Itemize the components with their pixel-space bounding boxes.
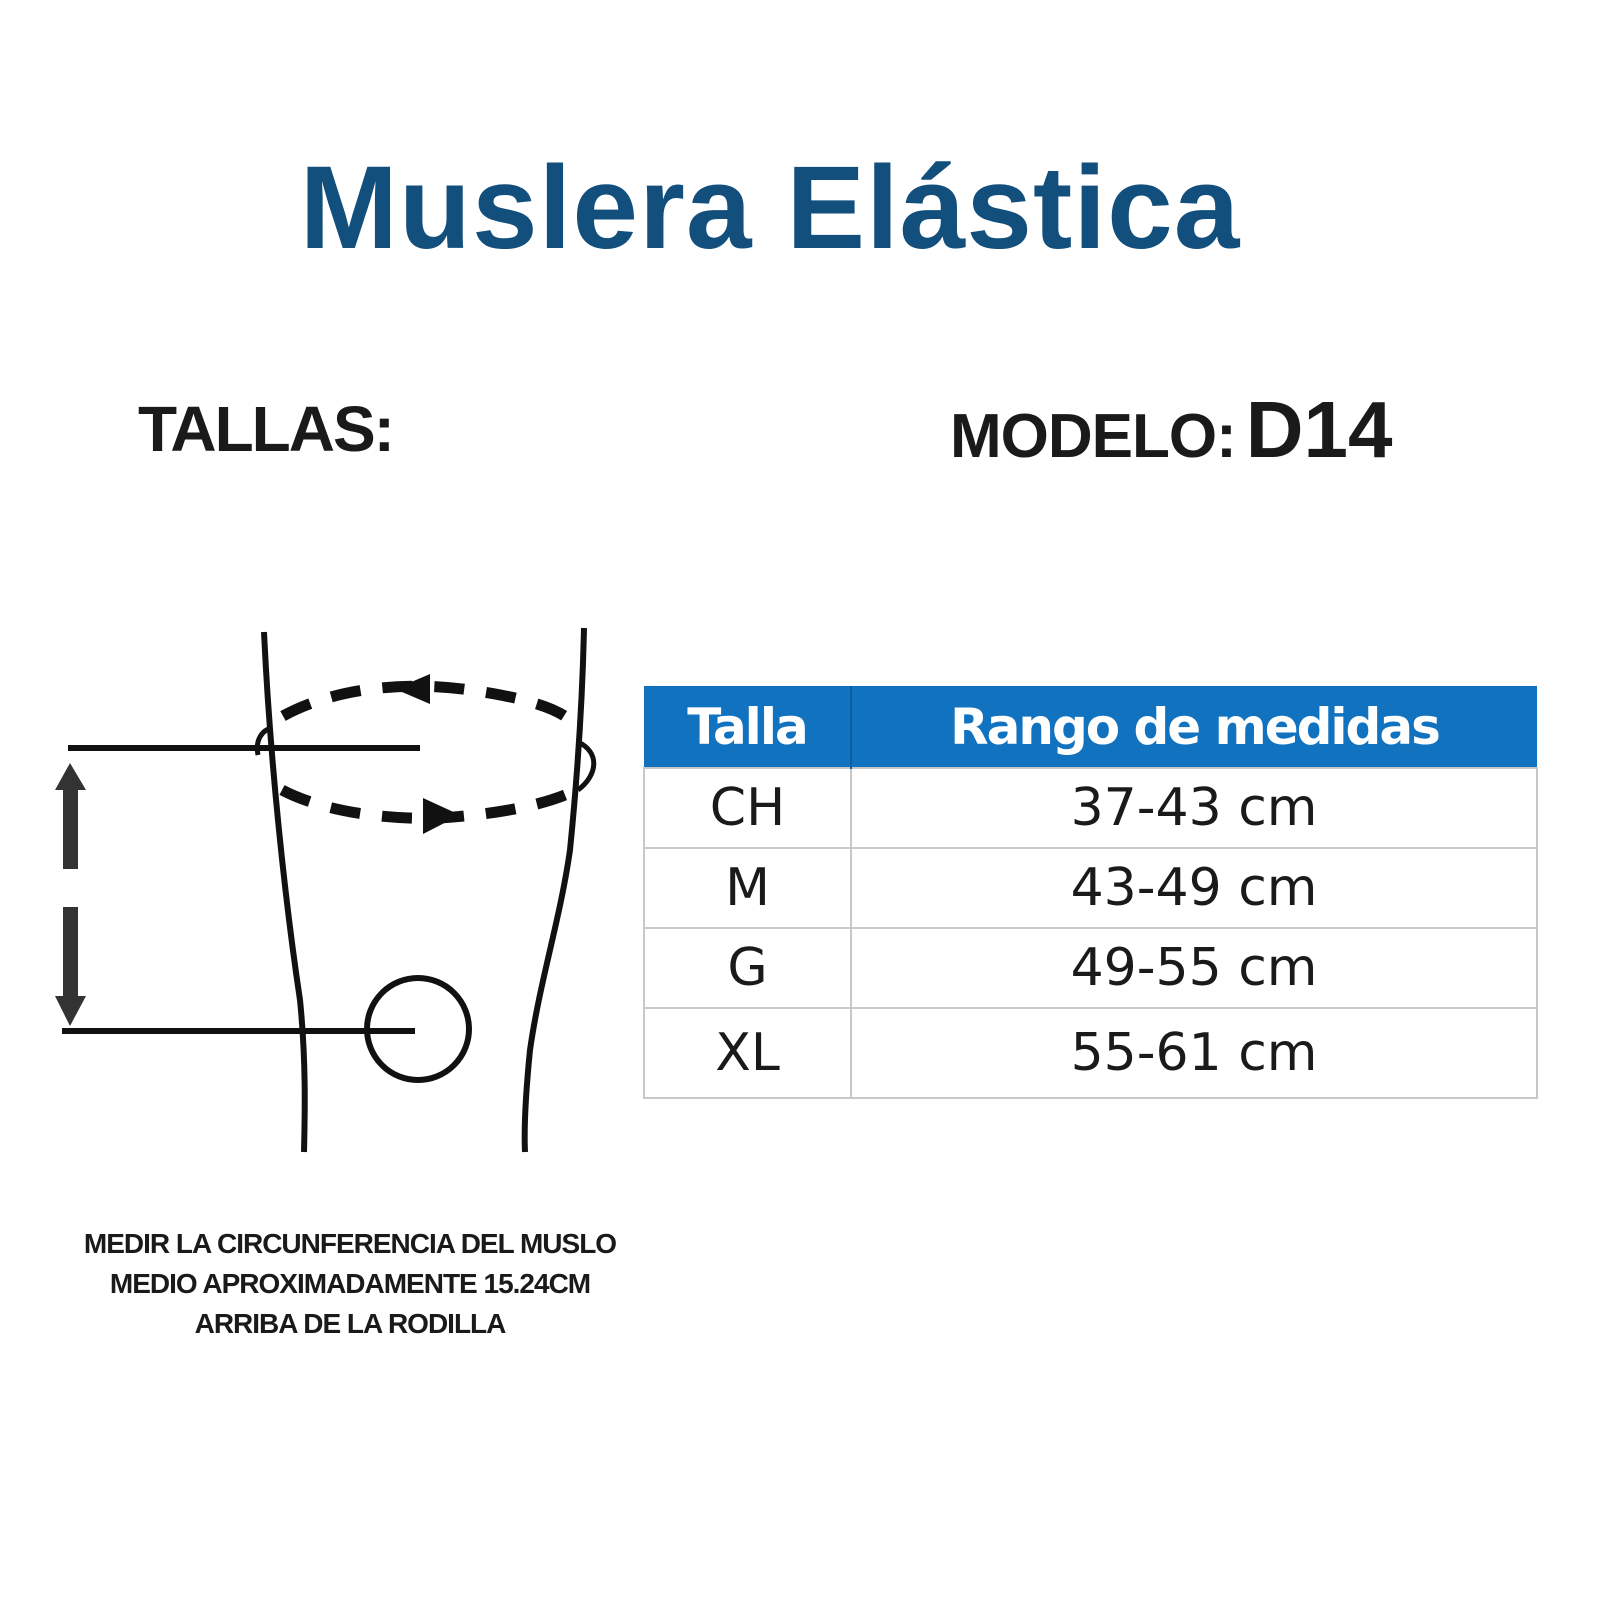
table-row: M 43-49 cm [643, 847, 1538, 929]
model-label-text: MODELO: [950, 402, 1237, 471]
header-size: Talla [644, 686, 851, 768]
measurement-note: MEDIR LA CIRCUNFERENCIA DEL MUSLO MEDIO … [30, 1224, 670, 1344]
arrow-right-icon [423, 798, 460, 834]
thigh-measurement-diagram-icon [55, 627, 597, 1153]
note-line: MEDIO APROXIMADAMENTE 15.24CM [109, 1268, 591, 1299]
range-cell: 55-61 cm [850, 1007, 1538, 1099]
thigh-left-outline [261, 631, 308, 1153]
header-range: Rango de medidas [850, 686, 1537, 768]
size-cell: XL [643, 1007, 852, 1099]
table-row: CH 37-43 cm [643, 767, 1538, 849]
size-cell: M [643, 847, 852, 929]
arrow-up-icon [55, 763, 86, 790]
table-row: G 49-55 cm [643, 927, 1538, 1009]
size-table: Talla Rango de medidas CH 37-43 cm M 43-… [643, 686, 1538, 1099]
table-row: XL 55-61 cm [643, 1007, 1538, 1099]
range-cell: 49-55 cm [850, 927, 1538, 1009]
note-line: ARRIBA DE LA RODILLA [194, 1308, 507, 1339]
page-title: Muslera Elástica [299, 142, 1241, 274]
arrow-left-icon [395, 674, 430, 704]
circumference-dashed-top [280, 680, 574, 725]
range-cell: 37-43 cm [850, 767, 1538, 849]
range-cell: 43-49 cm [850, 847, 1538, 929]
model-value: D14 [1245, 385, 1393, 474]
arrow-down-icon [55, 996, 86, 1026]
size-cell: G [643, 927, 852, 1009]
size-cell: CH [643, 767, 852, 849]
model-label: MODELO: D14 [950, 384, 1393, 476]
sizes-label: TALLAS: [138, 393, 395, 465]
note-line: MEDIR LA CIRCUNFERENCIA DEL MUSLO [83, 1228, 617, 1259]
kneecap-circle [364, 975, 472, 1083]
